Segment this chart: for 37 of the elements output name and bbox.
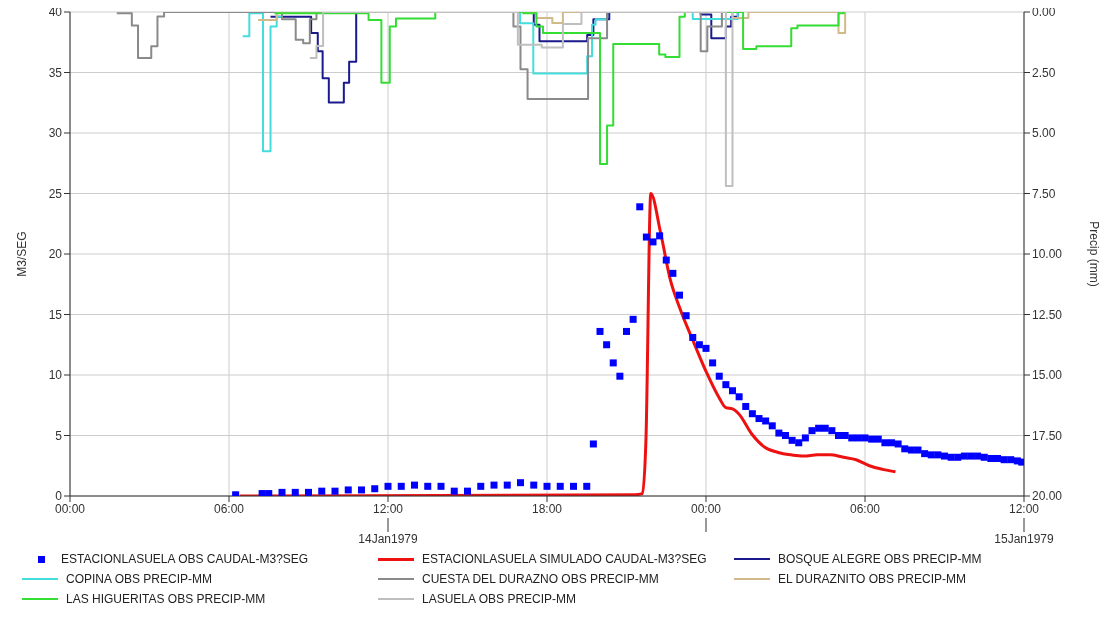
legend-label: LAS HIGUERITAS OBS PRECIP-MM	[66, 592, 266, 606]
legend-label: CUESTA DEL DURAZNO OBS PRECIP-MM	[422, 572, 659, 586]
x-tick-label: 06:00	[213, 501, 245, 516]
y-tick-label: 35	[48, 65, 63, 80]
y-tick-label: 0	[55, 489, 63, 504]
y-tick-label: 40	[48, 5, 63, 20]
legend-label: COPINA OBS PRECIP-MM	[66, 572, 213, 586]
y2-tick-label: 15.00	[1032, 368, 1063, 383]
y2-tick-label: 17.50	[1032, 428, 1063, 443]
legend-label: ESTACIONLASUELA OBS CAUDAL-M3?SEG	[61, 552, 309, 566]
y2-tick-label: 20.00	[1032, 489, 1063, 504]
y2-tick-label: 5.00	[1032, 126, 1056, 141]
y-tick-label: 20	[48, 247, 63, 262]
legend-label: LASUELA OBS PRECIP-MM	[422, 592, 577, 606]
y2-tick-label: 12.50	[1032, 307, 1063, 322]
y2-tick-label: 2.50	[1032, 65, 1056, 80]
y-tick-label: 30	[48, 126, 63, 141]
y-axis-title: M3/SEG	[15, 231, 30, 277]
y-tick-label: 10	[48, 368, 63, 383]
y2-tick-label: 10.00	[1032, 247, 1063, 262]
y2-tick-label: 0.00	[1032, 5, 1056, 20]
x-tick-label: 00:00	[54, 501, 86, 516]
y-tick-label: 15	[48, 307, 63, 322]
x2-tick-label: 15Jan1979	[994, 531, 1055, 546]
y-tick-label: 5	[55, 428, 63, 443]
x2-tick-label: 14Jan1979	[358, 531, 419, 546]
x-tick-label: 00:00	[690, 501, 722, 516]
legend-label: EL DURAZNITO OBS PRECIP-MM	[778, 572, 967, 586]
x-tick-label: 06:00	[849, 501, 881, 516]
legend-label: BOSQUE ALEGRE OBS PRECIP-MM	[778, 552, 982, 566]
y2-axis-title: Precip (mm)	[1086, 221, 1101, 287]
x-tick-label: 12:00	[1008, 501, 1040, 516]
x-tick-label: 18:00	[531, 501, 563, 516]
x-tick-label: 12:00	[372, 501, 404, 516]
y-tick-label: 25	[48, 186, 63, 201]
y2-tick-label: 7.50	[1032, 186, 1056, 201]
legend-label: ESTACIONLASUELA SIMULADO CAUDAL-M3?SEG	[422, 552, 707, 566]
